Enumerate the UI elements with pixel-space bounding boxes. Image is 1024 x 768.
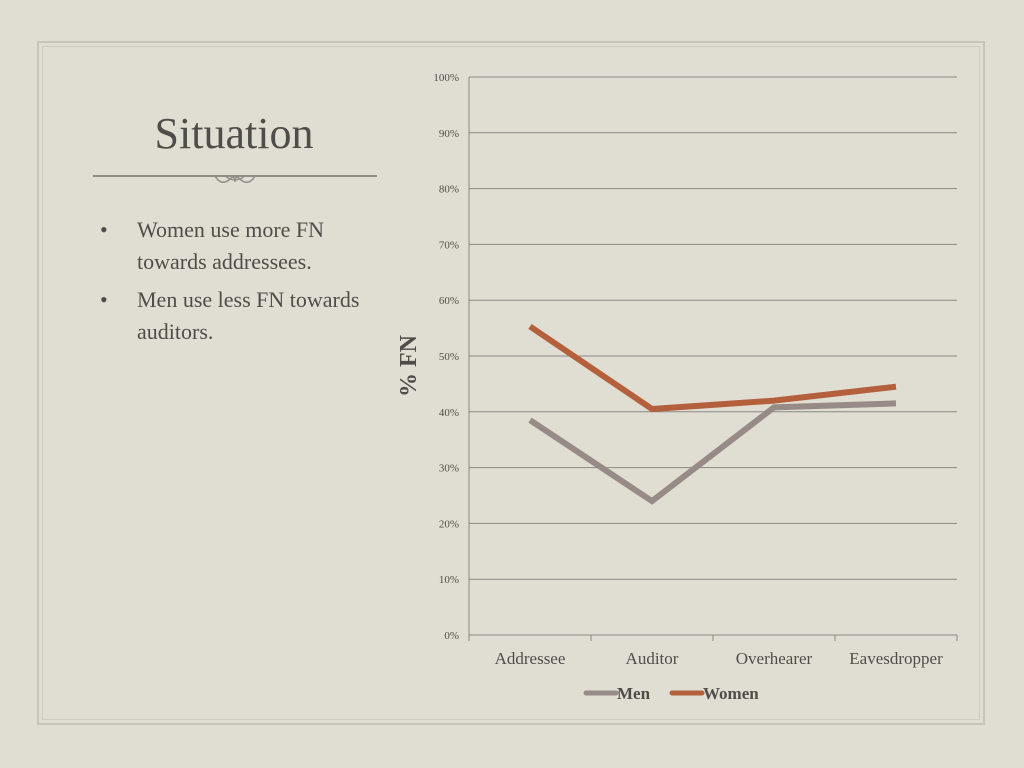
slide-title: Situation [154, 109, 314, 158]
line-chart: 0% 10% 20% 30% 40% 50% 60% 70% 80% 90% 100% Address… [396, 72, 958, 703]
bullet-dot: • [100, 217, 108, 242]
y-tick-label: 90% [439, 128, 459, 140]
slide-border-inner [42, 46, 980, 720]
y-tick-label: 70% [439, 239, 459, 251]
legend-label: Men [617, 684, 651, 703]
bullet-text: Women use more FN towards addressees. [137, 217, 325, 274]
title-divider-ornament [93, 175, 377, 183]
x-tick-label: Overhearer [736, 649, 813, 668]
bullet-item: • Women use more FN towards addressees. [100, 214, 380, 278]
y-axis-label: % FN [396, 334, 422, 397]
bullet-list: • Women use more FN towards addressees. … [100, 214, 380, 354]
bullet-text: Men use less FN towards auditors. [137, 287, 360, 344]
y-tick-label: 50% [439, 351, 459, 363]
y-tick-label: 80% [439, 184, 459, 196]
y-tick-label: 20% [439, 518, 459, 530]
y-tick-label: 30% [439, 463, 459, 475]
y-tick-label: 0% [444, 630, 459, 642]
x-tick-label: Eavesdropper [849, 649, 943, 668]
y-tick-label: 10% [439, 574, 459, 586]
legend-label: Women [703, 684, 759, 703]
x-tick-label: Auditor [626, 649, 679, 668]
bullet-item: • Men use less FN towards auditors. [100, 284, 380, 348]
y-tick-label: 100% [433, 72, 459, 84]
bullet-dot: • [100, 287, 108, 312]
y-tick-label: 60% [439, 295, 459, 307]
series-line-men [528, 400, 897, 505]
x-tick-label: Addressee [495, 649, 566, 668]
series-line-women [528, 323, 897, 413]
slide-border-outer [37, 41, 985, 725]
y-tick-label: 40% [439, 407, 459, 419]
